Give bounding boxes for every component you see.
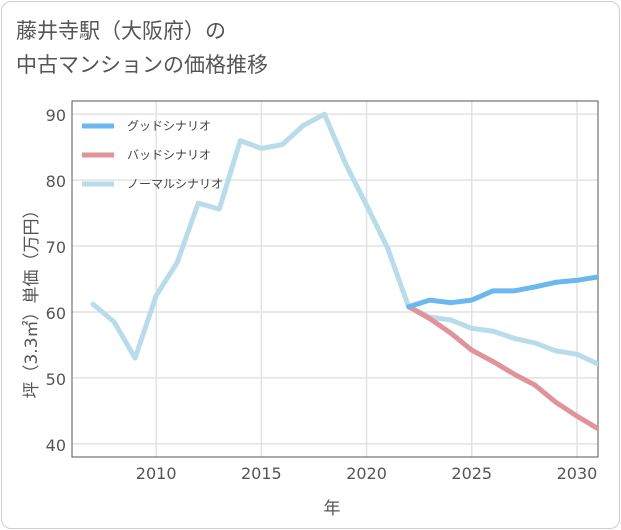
tick-labels: 40 50 60 70 80 90 2010 2015 2020 2025 2030 xyxy=(46,106,598,483)
x-tick-label: 2010 xyxy=(136,464,177,483)
title-line-1: 藤井寺駅（大阪府）の xyxy=(16,19,226,43)
legend-label: ノーマルシナリオ xyxy=(127,177,223,191)
series-layer xyxy=(90,111,598,432)
y-tick-label: 70 xyxy=(46,238,66,257)
series-line-good xyxy=(406,274,598,310)
legend-label: グッドシナリオ xyxy=(127,119,211,133)
series-line-normal xyxy=(90,111,598,367)
page-title: 藤井寺駅（大阪府）の 中古マンションの価格推移 xyxy=(16,14,268,82)
legend-label: バッドシナリオ xyxy=(127,148,211,162)
grid xyxy=(72,101,598,457)
series-line-bad xyxy=(406,304,598,432)
y-tick-label: 40 xyxy=(46,436,66,455)
x-tick-label: 2015 xyxy=(241,464,282,483)
title-line-2: 中古マンションの価格推移 xyxy=(16,53,268,77)
x-tick-label: 2020 xyxy=(346,464,387,483)
x-tick-label: 2030 xyxy=(557,464,598,483)
y-tick-label: 50 xyxy=(46,370,66,389)
y-tick-label: 80 xyxy=(46,172,66,191)
y-tick-label: 90 xyxy=(46,106,66,125)
x-tick-label: 2025 xyxy=(451,464,492,483)
x-axis-label: 年 xyxy=(324,499,341,519)
y-axis-label: 坪（3.3㎡）単価（万円） xyxy=(22,201,42,398)
y-tick-label: 60 xyxy=(46,304,66,323)
